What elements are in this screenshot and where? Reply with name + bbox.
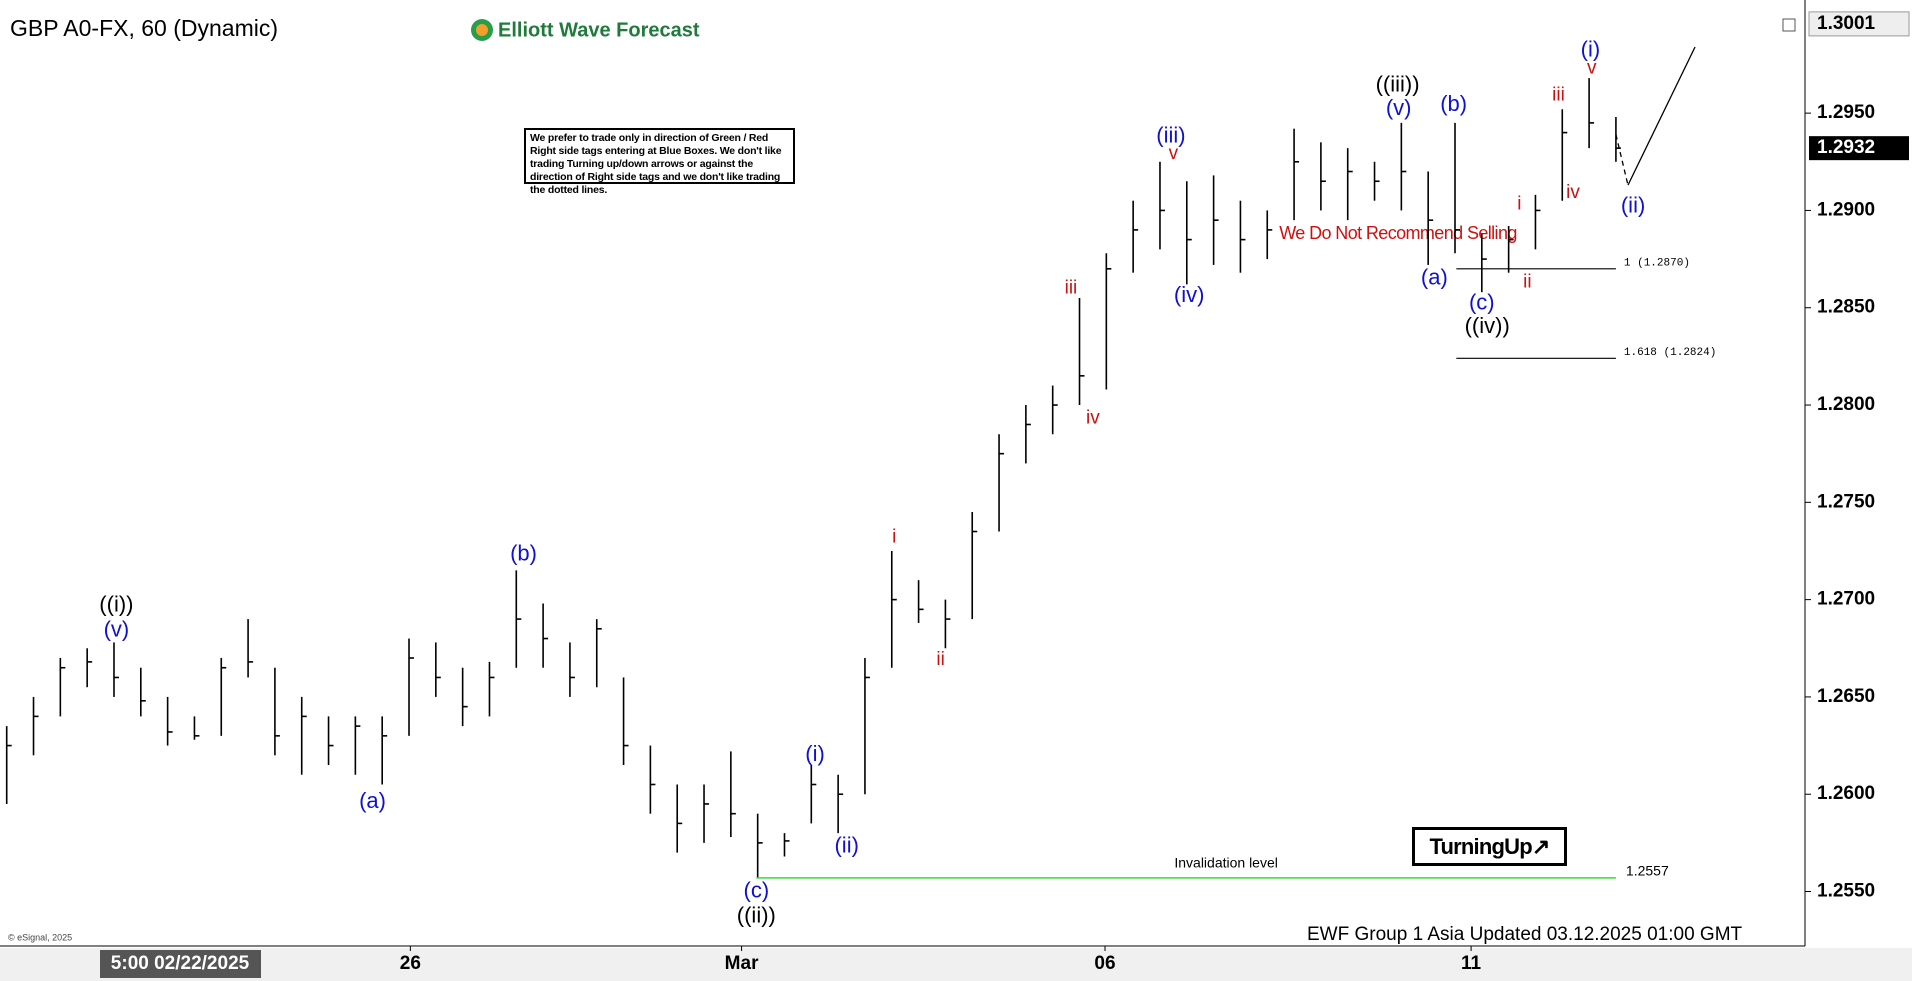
x-axis-strip xyxy=(0,948,1912,981)
wave-label: i xyxy=(1517,194,1521,215)
footer: EWF Group 1 Asia Updated 03.12.2025 01:0… xyxy=(1307,924,1743,945)
logo-icon xyxy=(476,24,488,36)
x-tick-label: 06 xyxy=(1094,953,1115,974)
wave-label: (ii) xyxy=(834,833,858,858)
price-box xyxy=(1808,11,1910,37)
x-tick-label: 26 xyxy=(400,953,421,974)
y-tick-label: 1.2650 xyxy=(1817,686,1875,707)
wave-label: iii xyxy=(1065,277,1078,298)
wave-label: (v) xyxy=(1386,95,1412,120)
last-price-box xyxy=(1809,136,1909,161)
wave-label: (b) xyxy=(510,541,537,566)
projection-line xyxy=(1627,46,1696,186)
wave-label: (c) xyxy=(744,877,770,902)
wave-label: ((i)) xyxy=(99,591,133,616)
start-label: 5:00 02/22/2025 xyxy=(111,953,250,974)
y-tick-label: 1.2550 xyxy=(1817,881,1875,902)
x-tick-label: 11 xyxy=(1461,953,1482,974)
y-tick-label: 1.2600 xyxy=(1817,783,1875,804)
chart-title: GBP A0-FX, 60 (Dynamic) xyxy=(10,15,278,41)
last-price-label: 1.2932 xyxy=(1817,137,1875,158)
fib-label: 1 (1.2870) xyxy=(1624,258,1690,270)
wave-label: ((iii)) xyxy=(1376,72,1420,97)
y-tick-label: 1.2750 xyxy=(1817,491,1875,512)
wave-label: (a) xyxy=(359,788,386,813)
wave-label: (i) xyxy=(805,741,825,766)
y-tick-label: 1.2700 xyxy=(1817,589,1875,610)
wave-label: (iv) xyxy=(1174,282,1205,307)
wave-label: ((iv)) xyxy=(1465,313,1510,338)
signal-box: TurningUp↗ xyxy=(1412,827,1567,866)
note-box: We prefer to trade only in direction of … xyxy=(524,128,795,196)
y-tick-label: 1.2950 xyxy=(1817,102,1875,123)
wave-label: i xyxy=(892,526,896,547)
brand: Elliott Wave Forecast xyxy=(498,19,700,41)
wave-label: ((ii)) xyxy=(737,903,776,928)
invalidation-label: 1.2557 xyxy=(1626,863,1669,879)
price-box-label: 1.3001 xyxy=(1817,13,1876,34)
wave-label: ii xyxy=(936,649,944,670)
wave-label: iv xyxy=(1566,182,1580,203)
wave-label: (c) xyxy=(1469,290,1495,315)
wave-label: v xyxy=(1587,57,1597,78)
start-label-box xyxy=(100,950,261,978)
wave-label: (ii) xyxy=(1621,192,1645,217)
wave-label: iii xyxy=(1552,85,1565,106)
y-tick-label: 1.2900 xyxy=(1817,199,1875,220)
warning: We Do Not Recommend Selling xyxy=(1279,223,1517,243)
wave-label: v xyxy=(1169,143,1179,164)
wave-label: (b) xyxy=(1440,91,1467,116)
fib-label: 1.618 (1.2824) xyxy=(1624,347,1716,359)
wave-label: ii xyxy=(1523,271,1531,292)
y-tick-label: 1.2850 xyxy=(1817,297,1875,318)
window-icon[interactable] xyxy=(1782,18,1796,32)
wave-label: iv xyxy=(1086,408,1100,429)
y-tick-label: 1.2800 xyxy=(1817,394,1875,415)
wave-label: (a) xyxy=(1421,264,1448,289)
invalidation-text: Invalidation level xyxy=(1174,855,1278,871)
copyright: © eSignal, 2025 xyxy=(8,932,72,942)
wave-label: (iii) xyxy=(1156,122,1185,147)
wave-label: (i) xyxy=(1581,37,1601,62)
wave-label: (v) xyxy=(104,617,130,642)
x-tick-label: Mar xyxy=(725,953,759,974)
projection-dashed xyxy=(1615,134,1629,186)
